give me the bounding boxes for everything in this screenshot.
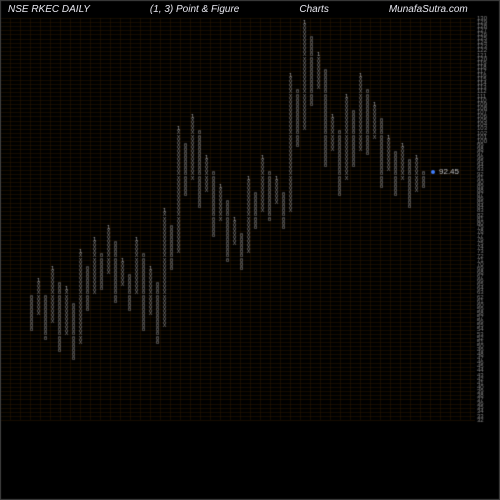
- symbol-label: NSE RKEC DAILY: [8, 4, 90, 15]
- chart-header: NSE RKEC DAILY (1, 3) Point & Figure Cha…: [8, 4, 468, 15]
- source-prefix: Charts: [299, 4, 328, 15]
- config-label: (1, 3) Point & Figure: [150, 4, 239, 15]
- source-name: MunafaSutra.com: [389, 4, 468, 15]
- pnf-chart: NSE RKEC DAILY (1, 3) Point & Figure Cha…: [0, 0, 500, 500]
- chart-canvas: [0, 0, 500, 500]
